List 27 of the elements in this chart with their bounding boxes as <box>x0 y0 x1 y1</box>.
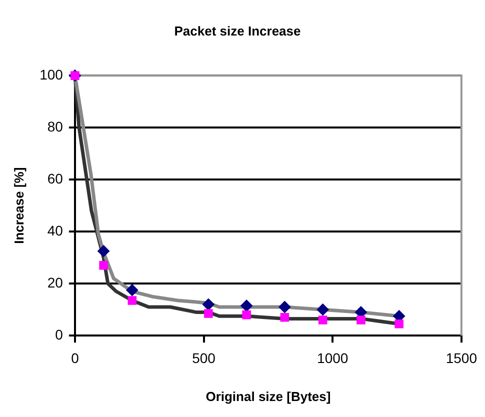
point <box>394 320 404 328</box>
x-tick-label: 0 <box>71 350 80 366</box>
point <box>202 298 214 310</box>
point <box>126 284 138 296</box>
x-axis-title: Original size [Bytes] <box>206 388 331 404</box>
point <box>240 300 253 312</box>
x-tick-label: 1000 <box>317 350 348 366</box>
point <box>242 310 251 320</box>
y-tick-label: 60 <box>47 170 64 186</box>
y-axis-title: Increase [%] <box>11 167 26 244</box>
y-tick-label: 20 <box>47 274 64 290</box>
point <box>278 301 291 313</box>
point <box>204 309 213 318</box>
x-tick-label: 1500 <box>446 350 478 366</box>
point <box>98 245 110 258</box>
point <box>99 261 108 270</box>
y-tick-label: 100 <box>40 66 64 82</box>
point <box>356 316 366 324</box>
x-tick-label: 500 <box>192 350 216 366</box>
point <box>280 313 290 322</box>
y-tick-label: 0 <box>55 326 64 342</box>
point <box>128 296 137 305</box>
chart-title: Packet size Increase <box>174 23 301 38</box>
y-tick-label: 80 <box>47 118 64 134</box>
y-tick-label: 40 <box>47 222 64 238</box>
point <box>316 304 329 316</box>
point <box>318 316 328 324</box>
